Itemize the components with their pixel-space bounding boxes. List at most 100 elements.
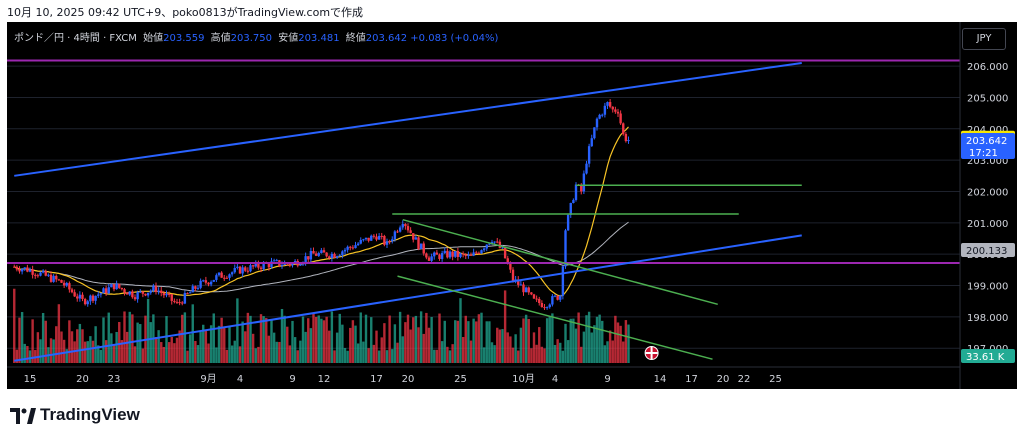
candle-body [422,243,425,254]
candle-body [186,292,189,294]
candle-body [157,290,160,292]
volume-bar [404,322,407,363]
volume-bar [188,334,192,363]
volume-bar [330,311,334,363]
time-tick-label: 20 [402,374,415,385]
time-tick-label: 20 [76,374,89,385]
candle-body [133,297,137,300]
volume-bar [603,345,607,363]
volume-bar [270,319,273,363]
candle-body [267,263,271,268]
currency-button[interactable]: JPY [962,28,1006,50]
volume-bar [191,304,194,363]
volume-bar [496,327,499,363]
volume-bar [595,316,599,363]
volume-bar [167,342,171,363]
candle-body [566,214,570,231]
change-value: +0.083 (+0.04%) [410,33,499,44]
volume-bar [503,290,507,363]
candle-body [606,102,609,106]
candle-body [115,283,118,290]
candle-body [307,256,310,260]
candle-body [427,257,431,261]
candle-body [76,296,79,299]
candle-body [464,254,467,256]
candle-body [209,281,213,285]
candle-body [619,113,622,124]
chart-panel[interactable]: 206.000 205.000 204.000 203.000 202.000 201.0… [7,22,1017,389]
price-chart[interactable]: 206.000 205.000 204.000 203.000 202.000 201.0… [7,22,1017,389]
volume-bar [18,317,21,363]
candle-body [380,235,383,237]
volume-bar [115,331,118,363]
candle-body [346,246,349,250]
candle-body [580,184,583,192]
candle-body [31,269,34,275]
candle-body [435,252,439,255]
volume-bar [414,315,418,363]
candle-body [225,277,229,279]
time-tick-label: 14 [654,374,667,385]
volume-bar [370,317,373,363]
candle-body [299,264,302,266]
volume-bar [31,319,34,363]
volume-bar [398,311,402,363]
volume-bar [485,321,488,363]
candle-body [230,272,234,275]
candle-body [585,163,588,174]
volume-bar [419,311,423,363]
candle-body [107,287,110,294]
volume-bar [409,329,412,363]
candle-body [595,118,599,128]
volume-bar [49,338,53,363]
volume-bar [456,320,460,363]
volume-bar [614,315,617,363]
volume-bar [356,343,360,363]
candle-body [94,295,97,301]
short-moving-average [14,126,629,297]
volume-bar [199,331,202,363]
volume-bar [320,318,323,363]
candle-body [440,253,444,259]
candle-body [152,285,155,291]
volume-bar [125,331,129,363]
candle-body [62,282,66,286]
candle-body [396,231,399,233]
candle-body [433,252,436,257]
candle-body [41,270,45,273]
volume-bar [393,324,397,363]
candle-body [354,245,357,249]
volume-bar [107,312,110,363]
volume-bar [406,314,410,363]
volume-bar [349,327,352,363]
volume-bar [68,320,71,363]
candle-body [162,292,166,296]
volume-bar [299,340,302,363]
volume-bar [41,312,45,363]
volume-bar [52,339,55,363]
price-tick-label: 198.000 [967,313,1008,324]
candle-body [417,237,420,249]
volume-bar [480,312,483,363]
candle-body [388,241,391,243]
candle-body [270,261,273,268]
volume-bar [590,332,593,363]
candle-body [372,235,376,237]
candle-body [131,291,134,298]
volume-bar [91,340,95,363]
candle-body [482,248,486,251]
time-tick-label: 22 [738,374,751,385]
volume-bar [333,350,336,363]
volume-bar [26,346,29,363]
volume-bar [110,333,113,363]
volume-bar [388,315,391,363]
candle-body [333,253,336,258]
volume-bar [246,312,250,363]
candle-body [572,199,575,204]
volume-bar [228,326,231,363]
brand-name: TradingView [40,405,140,424]
volume-bar [146,298,150,363]
candle-body [104,288,108,294]
volume-bar [501,329,504,363]
candle-body [183,292,187,304]
